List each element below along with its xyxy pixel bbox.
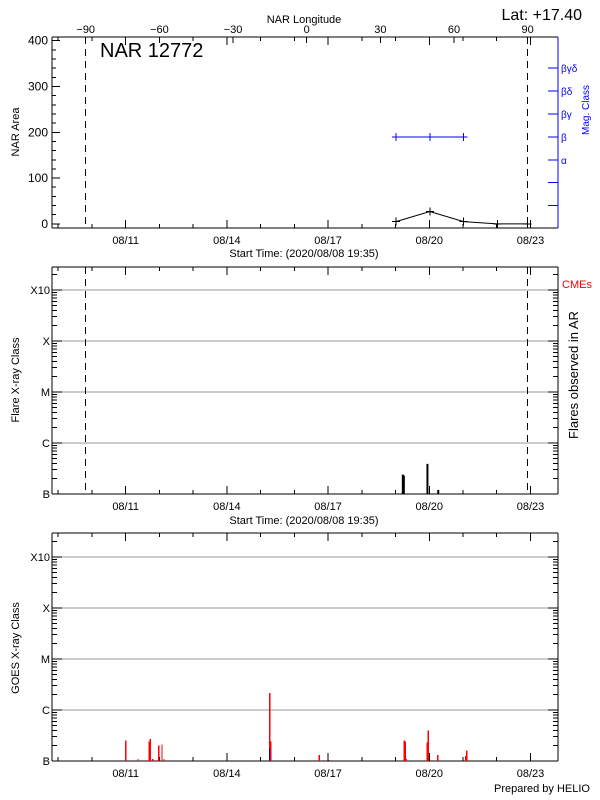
panel1-y-tick-label: 100 <box>28 171 48 185</box>
footer-credit: Prepared by HELIO <box>494 783 590 795</box>
panel3-y-tick-label: B <box>43 756 50 768</box>
longitude-tick-label: 0 <box>304 24 310 36</box>
panel2-xlabel: Start Time: (2020/08/08 19:35) <box>229 515 378 527</box>
top-axis-label: NAR Longitude <box>267 14 342 26</box>
panel1-y-tick-label: 200 <box>28 125 48 139</box>
panel3-y-tick-label: M <box>41 654 50 666</box>
panel3-x-tick-label: 08/20 <box>416 768 444 780</box>
flare-bar <box>401 474 404 494</box>
panel3-y-tick-label: C <box>42 705 50 717</box>
longitude-tick-label: −90 <box>76 24 95 36</box>
panel2-right-ylabel: Flares observed in AR <box>566 311 581 439</box>
cmes-label: CMEs <box>562 279 592 291</box>
longitude-tick-label: −30 <box>224 24 243 36</box>
panel2-ylabel: Flare X-ray Class <box>10 337 22 422</box>
flare-bar <box>402 475 405 494</box>
panel1-x-tick-label: 08/20 <box>416 235 444 247</box>
panel1-xlabel: Start Time: (2020/08/08 19:35) <box>229 248 378 260</box>
mag-class-tick-label: βγδ <box>561 64 578 75</box>
panel1-x-tick-label: 08/11 <box>112 235 139 247</box>
panel1-y-tick-label: 300 <box>28 79 48 93</box>
panel1-ylabel: NAR Area <box>10 107 22 157</box>
region-title: NAR 12772 <box>100 40 203 62</box>
panel3-y-tick-label: X <box>43 603 51 615</box>
mag-class-tick-label: βδ <box>561 87 573 98</box>
panel1-x-tick-label: 08/14 <box>213 235 241 247</box>
panel2-y-tick-label: X <box>43 336 51 348</box>
panel3-x-tick-label: 08/11 <box>112 768 139 780</box>
latitude-annotation: Lat: +17.40 <box>501 7 582 24</box>
panel2-y-tick-label: B <box>43 489 50 501</box>
panel2-x-tick-label: 08/14 <box>213 501 241 513</box>
mag-class-tick-label: βγ <box>561 110 572 121</box>
panel1-x-tick-label: 08/23 <box>517 235 545 247</box>
panel2-x-tick-label: 08/17 <box>314 501 342 513</box>
mag-class-tick-label: β <box>561 133 567 144</box>
panel1-y-tick-label: 0 <box>41 217 48 231</box>
panel3-y-tick-label: X10 <box>30 552 50 564</box>
flare-bar <box>426 463 429 494</box>
panel2-y-tick-label: M <box>41 387 50 399</box>
longitude-tick-label: 90 <box>522 24 534 36</box>
panel2-x-tick-label: 08/23 <box>517 501 545 513</box>
panel2-x-tick-label: 08/20 <box>416 501 444 513</box>
panel2-y-tick-label: X10 <box>30 285 50 297</box>
panel1-y-tick-label: 400 <box>28 34 48 48</box>
panel1-x-tick-label: 08/17 <box>314 235 342 247</box>
panel3-ylabel: GOES X-ray Class <box>10 602 22 694</box>
flare-bar <box>437 489 440 494</box>
panel3-x-tick-label: 08/14 <box>213 768 241 780</box>
mag-class-tick-label: α <box>561 156 567 167</box>
panel2-x-tick-label: 08/11 <box>112 501 139 513</box>
panel3-x-tick-label: 08/23 <box>517 768 545 780</box>
panel3-x-tick-label: 08/17 <box>314 768 342 780</box>
panel2-y-tick-label: C <box>42 438 50 450</box>
longitude-tick-label: 60 <box>448 24 460 36</box>
longitude-tick-label: 30 <box>374 24 386 36</box>
longitude-tick-label: −60 <box>150 24 169 36</box>
panel1-right-ylabel: Mag. Class <box>581 85 592 135</box>
